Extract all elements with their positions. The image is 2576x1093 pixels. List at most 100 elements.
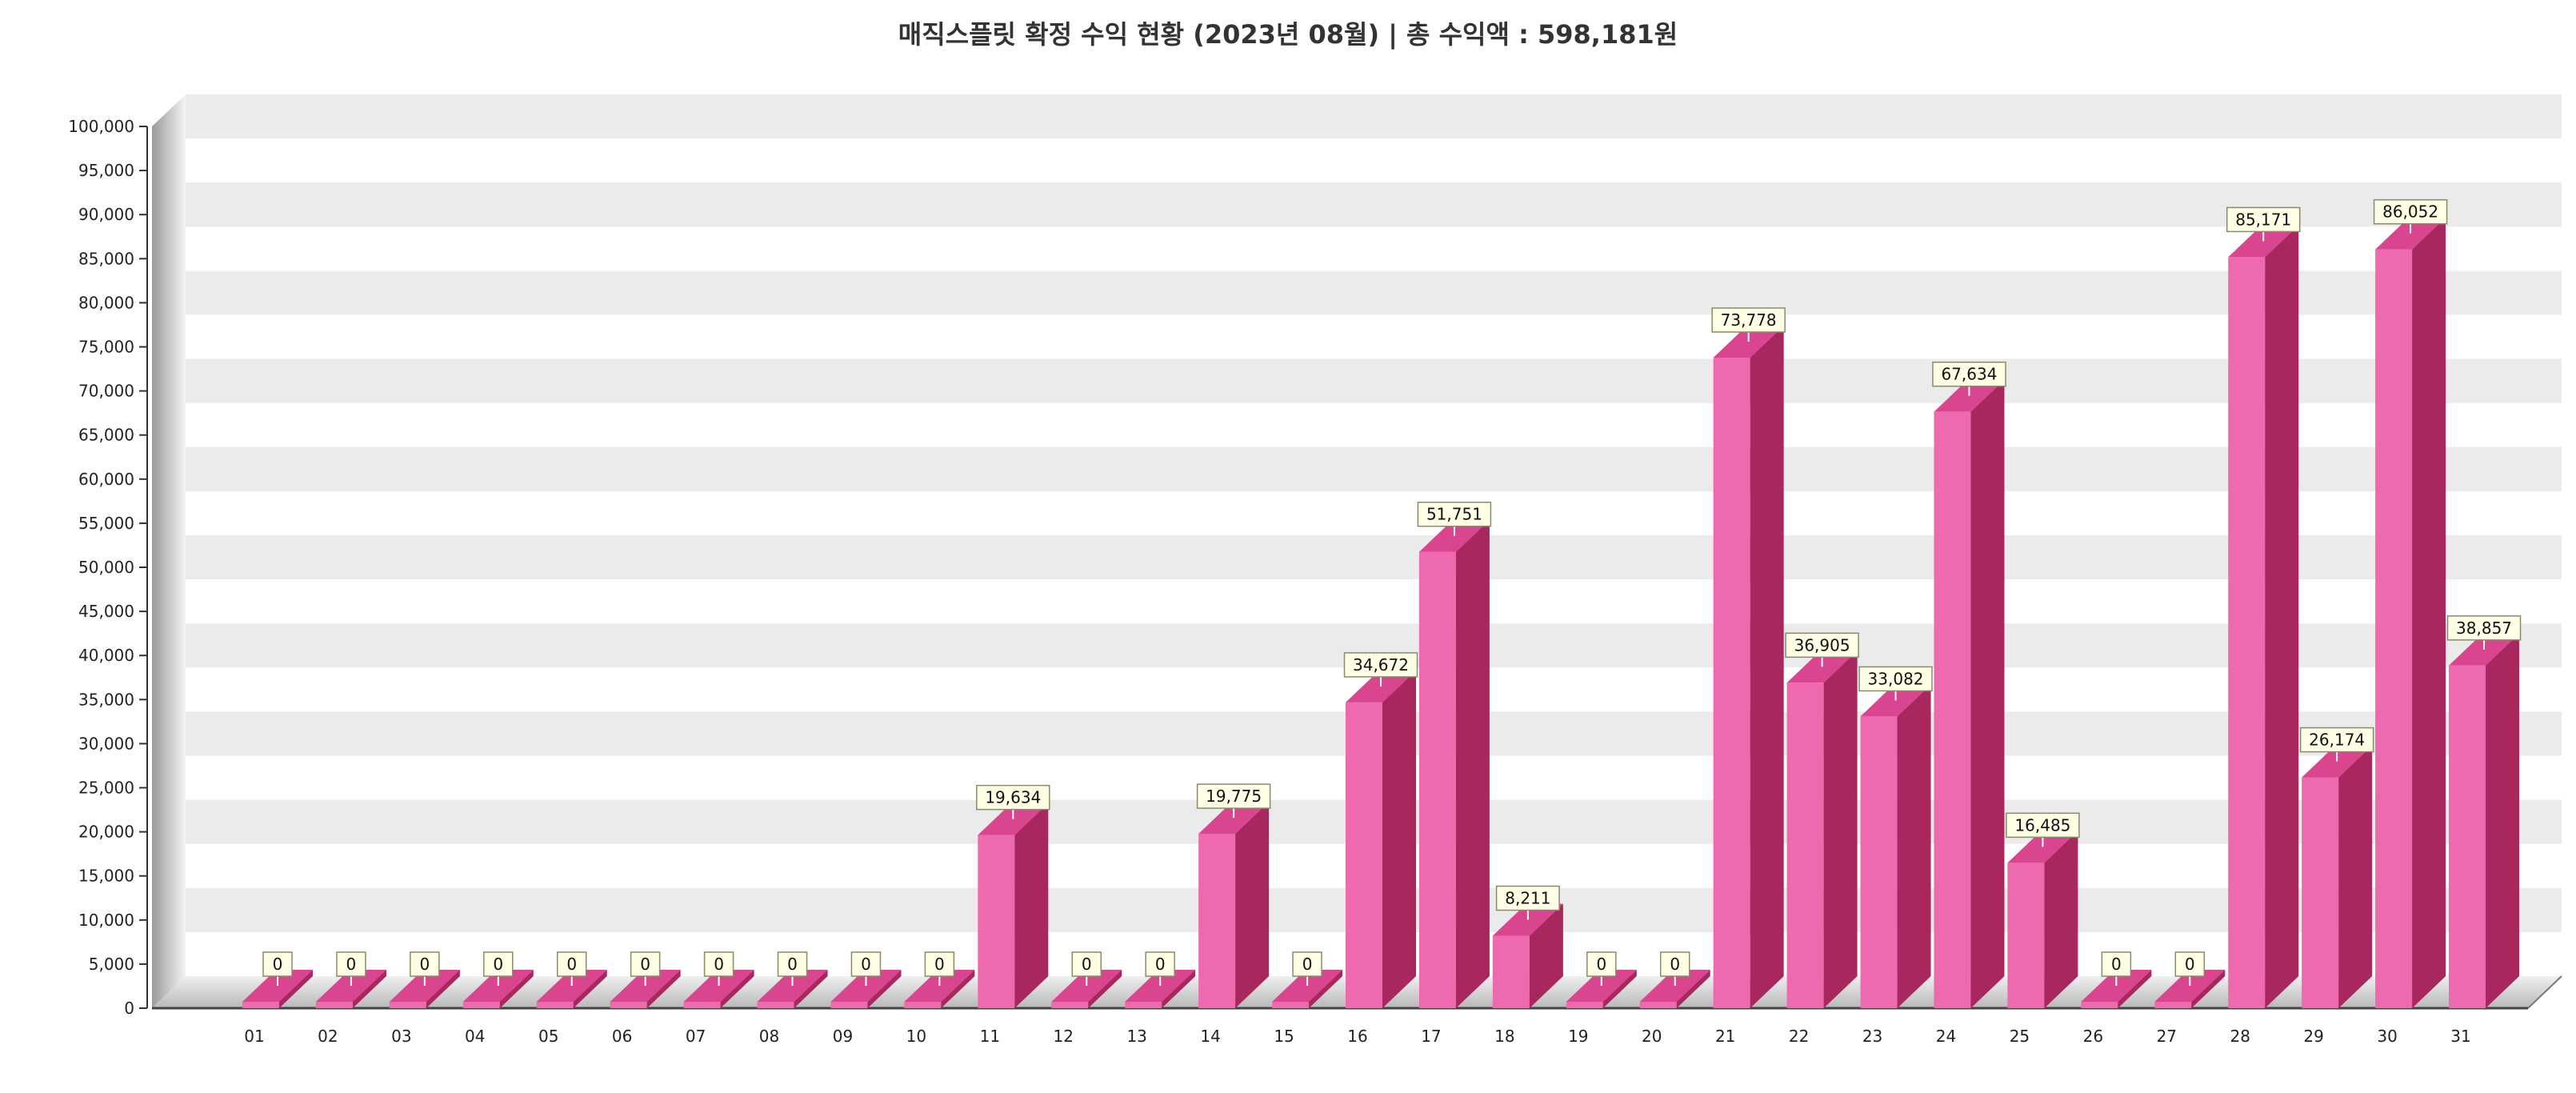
bars <box>242 217 2520 1008</box>
x-tick-label: 21 <box>1715 1027 1735 1046</box>
bar-side <box>794 970 828 1008</box>
data-label: 0 <box>1155 955 1166 974</box>
bar-front <box>315 1002 353 1008</box>
data-label: 0 <box>2111 955 2122 974</box>
bar-side <box>1309 970 1343 1008</box>
data-label-box <box>262 951 293 977</box>
x-tick-label: 05 <box>538 1027 558 1046</box>
bar-side <box>2486 633 2520 1008</box>
bar-side <box>1970 379 2005 1008</box>
bar-front <box>1051 1002 1089 1008</box>
y-tick-label: 0 <box>124 999 134 1018</box>
x-tick-label: 04 <box>465 1027 485 1046</box>
floor-edge <box>2527 975 2562 1009</box>
data-label-box <box>976 784 1050 811</box>
bar-side <box>646 970 681 1008</box>
data-label: 0 <box>346 955 357 974</box>
bar-top <box>1934 379 2005 412</box>
data-label: 0 <box>861 955 871 974</box>
y-tick-label: 25,000 <box>78 779 134 798</box>
x-tick-label: 24 <box>1936 1027 1956 1046</box>
bar-side <box>573 970 607 1008</box>
x-tick-label: 17 <box>1421 1027 1441 1046</box>
y-tick-label: 55,000 <box>78 514 134 533</box>
data-label-box <box>2101 951 2132 977</box>
bar-25 <box>2007 831 2078 1008</box>
x-tick-label: 03 <box>391 1027 411 1046</box>
data-label-box <box>703 951 734 977</box>
bar-24 <box>1934 379 2005 1008</box>
bar-side <box>2265 225 2299 1008</box>
x-tick-label: 16 <box>1347 1027 1367 1046</box>
data-label-box <box>1071 951 1102 977</box>
y-tick-label: 90,000 <box>78 205 134 224</box>
bar-14 <box>1198 802 1270 1008</box>
data-label: 0 <box>1082 955 1092 974</box>
data-labels: 0 0 0 0 0 0 0 0 0 0 19,634 0 0 19,775 0 34,672 51,751 8,2… <box>262 198 2522 986</box>
y-axis: 0 5,000 10,000 15,000 20,000 25,000 30,000 35,0… <box>68 117 148 1018</box>
y-tick-label: 85,000 <box>78 249 134 268</box>
bar-front <box>2302 777 2339 1008</box>
x-tick-label: 25 <box>2010 1027 2030 1046</box>
y-tick-label: 30,000 <box>78 734 134 753</box>
bar-side <box>426 970 460 1008</box>
bar-front <box>610 1002 647 1008</box>
data-label: 26,174 <box>2309 731 2365 750</box>
bar-front <box>830 1002 868 1008</box>
bar-front <box>1860 716 1898 1008</box>
bar-front <box>1125 1002 1162 1008</box>
data-label: 73,778 <box>1721 310 1777 330</box>
data-label-box <box>1343 652 1418 678</box>
grid-band <box>186 94 2562 139</box>
bar-front <box>2081 1002 2118 1008</box>
y-tick-label: 65,000 <box>78 426 134 445</box>
data-label: 36,905 <box>1794 635 1850 655</box>
x-tick-label: 11 <box>980 1027 1000 1046</box>
y-tick-label: 60,000 <box>78 470 134 489</box>
x-tick-label: 27 <box>2157 1027 2177 1046</box>
bar-side <box>1382 670 1416 1008</box>
x-tick-label: 09 <box>833 1027 853 1046</box>
data-label: 34,672 <box>1353 655 1409 675</box>
y-tick-label: 35,000 <box>78 690 134 709</box>
y-tick-label: 50,000 <box>78 558 134 577</box>
x-tick-label: 29 <box>2303 1027 2323 1046</box>
data-label: 86,052 <box>2382 202 2438 222</box>
data-label: 0 <box>1596 955 1606 974</box>
data-label-box <box>483 951 514 977</box>
bar-side <box>1897 684 1931 1008</box>
x-tick-label: 12 <box>1054 1027 1074 1046</box>
bar-side <box>499 970 534 1008</box>
chart-title: 매직스플릿 확정 수익 현황 (2023년 08월) | 총 수익액 : 598… <box>898 19 1678 50</box>
x-tick-label: 02 <box>318 1027 338 1046</box>
data-label-box <box>850 951 882 977</box>
data-label: 0 <box>714 955 724 974</box>
data-label-box <box>1858 666 1933 692</box>
y-tick-label: 10,000 <box>78 911 134 930</box>
bar-16 <box>1346 670 1416 1008</box>
x-tick-label: 14 <box>1200 1027 1220 1046</box>
data-label: 33,082 <box>1868 669 1924 688</box>
y-tick-label: 75,000 <box>78 338 134 357</box>
bar-side <box>1823 651 1858 1008</box>
bar-front <box>904 1002 942 1008</box>
bar-front <box>1713 357 1750 1008</box>
data-label-box <box>556 951 587 977</box>
data-label: 0 <box>934 955 945 974</box>
grid-band <box>186 182 2562 227</box>
y-tick-label: 80,000 <box>78 293 134 312</box>
bar-17 <box>1418 519 1490 1008</box>
data-label-box <box>1196 783 1271 809</box>
data-label: 67,634 <box>1941 365 1997 384</box>
bar-front <box>536 1002 574 1008</box>
bar-side <box>1750 325 1784 1008</box>
bar-front <box>683 1002 721 1008</box>
grid-band <box>186 358 2562 403</box>
bar-front <box>2007 863 2045 1008</box>
x-tick-label: 10 <box>906 1027 926 1046</box>
x-tick-label: 20 <box>1642 1027 1662 1046</box>
bar-front <box>1346 702 1382 1008</box>
data-label: 0 <box>493 955 503 974</box>
